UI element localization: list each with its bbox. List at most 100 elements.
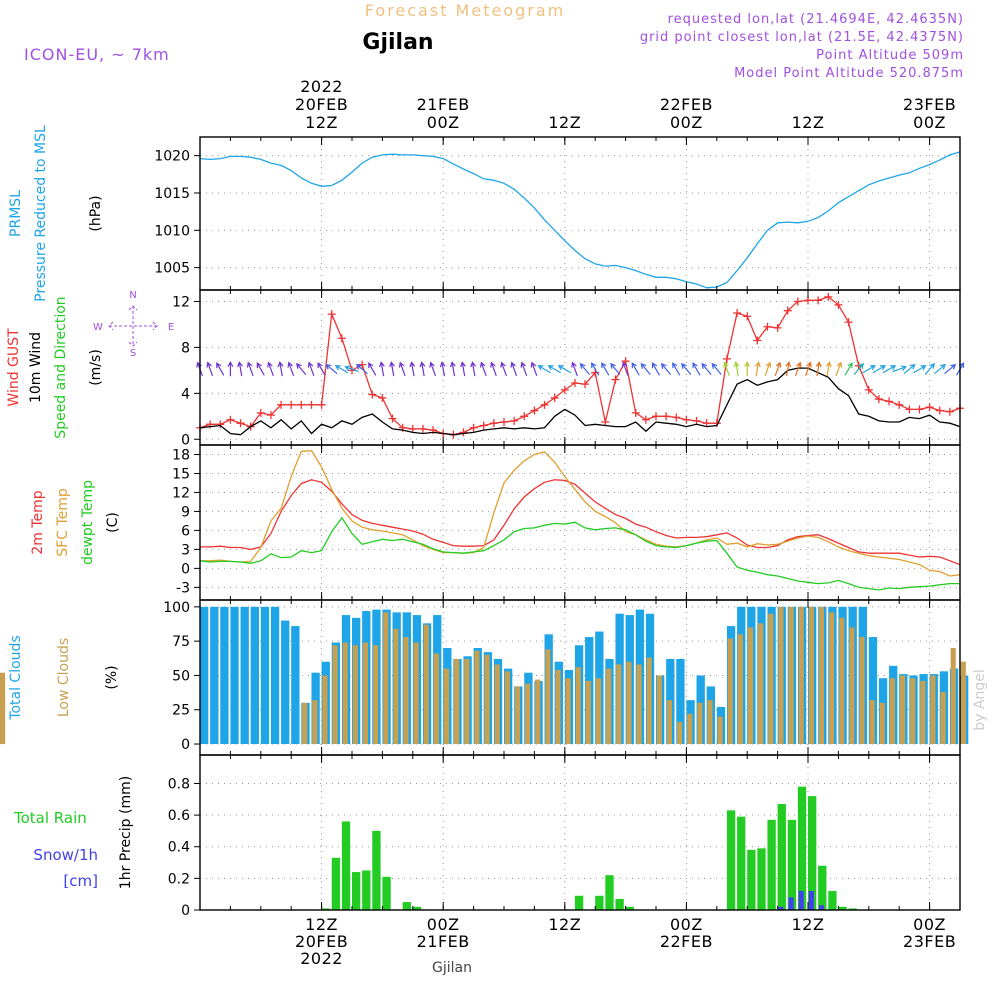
wind-direction-arrow [785,361,792,377]
wind-direction-arrow [490,361,497,377]
clouds-bar-total-clouds [270,606,280,745]
wind-direction-arrow [892,365,907,373]
wind-point-gust [763,322,772,331]
pressure-panel [194,136,961,291]
bottom-time-label: 23FEB [903,932,956,951]
wind-point-gust [479,421,488,430]
precip-bar-rain [402,902,411,910]
wind-direction-arrow [723,361,730,377]
wind-direction-arrow [389,361,395,377]
wind-direction-arrow [591,362,600,376]
wind-ytick-label: 0 [181,432,190,448]
precip-bar-rain [412,906,422,910]
chart-title: Forecast Meteogram [365,1,565,20]
clouds-bar-low-clouds [342,642,348,745]
compass-rose [108,305,158,347]
clouds-bar-low-clouds [464,658,470,745]
clouds-bar-low-clouds [322,675,328,745]
wind-direction-arrow [733,361,740,377]
wind-direction-arrow [711,362,722,375]
wind-direction-arrow [621,361,629,377]
temp-ytick-label: 3 [181,542,190,558]
wind-ylabel: Wind GUST [6,328,22,407]
pressure-ylabel: (hPa) [88,195,104,231]
wind-direction-arrow [805,361,812,377]
wind-point-gust [733,308,742,317]
wind-point-gust [469,423,478,432]
clouds-bar-low-clouds [454,658,460,745]
precip-bar-rain [341,821,351,910]
precip-ytick-label: 0.6 [168,808,190,824]
wind-direction-arrow [547,365,562,374]
precip-bar-rain [757,848,766,910]
clouds-bar-low-clouds [798,606,804,745]
clouds-bar-low-clouds [930,675,936,745]
wind-direction-arrow [409,361,416,377]
clouds-panel [0,599,969,756]
clouds-ytick-label: 100 [163,600,190,616]
wind-point-gust [226,415,235,424]
precip-bar-rain [331,857,341,910]
bottom-time-label: 12Z [548,915,581,934]
wind-point-gust [702,419,711,428]
clouds-ylabel: Low Clouds [56,638,72,717]
clouds-bar-low-clouds [383,612,389,745]
wind-point-gust [297,400,306,409]
wind-direction-arrow [287,361,295,377]
temp-ylabel: SFC Temp [55,488,71,557]
wind-direction-arrow [872,365,887,374]
wind-point-gust [915,405,924,414]
clouds-bar-total-clouds [676,658,685,745]
bottom-time-label: 00Z [913,915,946,934]
clouds-bar-low-clouds [636,664,642,745]
top-time-label: 00Z [427,113,460,132]
wind-direction-arrow [744,360,751,377]
top-time-label: 00Z [913,113,946,132]
precip-bar-rain [352,872,361,910]
wind-direction-arrow [672,362,681,376]
wind-direction-arrow [419,361,426,377]
top-time-label: 12Z [792,113,825,132]
wind-frame [199,289,961,446]
wind-direction-arrow [862,365,876,374]
precip-bar-rain [808,796,817,910]
wind-line-wind [199,367,961,436]
clouds-bar-total-clouds [230,606,239,745]
clouds-bar-low-clouds [818,606,825,745]
precip-bar-snow [778,906,784,910]
wind-direction-arrow [701,362,712,375]
wind-ytick-label: 4 [181,386,190,402]
precip-legend-2: [cm] [63,872,98,890]
wind-point-gust [256,408,265,417]
clouds-bar-low-clouds [373,645,379,745]
temp-panel [194,444,961,601]
wind-point-gust [844,318,853,327]
clouds-bar-low-clouds [596,678,602,745]
clouds-bar-low-clouds [727,638,733,745]
precip-bar-rain [838,906,847,910]
clouds-bar-low-clouds [839,617,845,745]
top-time-label: 21FEB [417,95,470,114]
temp-frame [199,444,961,601]
bottom-time-label: 21FEB [417,932,470,951]
model-label: ICON-EU, ~ 7km [24,45,170,64]
precip-bar-rain [787,819,797,910]
pressure-ytick-label: 1005 [154,261,190,277]
clouds-bar-low-clouds [474,650,480,745]
wind-point-gust [631,408,640,417]
wind-point-gust [773,323,782,332]
wind-point-gust [722,354,731,363]
wind-point-gust [236,419,245,428]
precip-bar-snow [798,891,804,910]
precip-bar-rain [595,895,604,910]
clouds-bar-low-clouds [535,679,541,745]
wind-direction-arrow [933,363,947,375]
clouds-bar-low-clouds [808,606,814,745]
clouds-bar-low-clouds [332,645,338,745]
wind-point-gust [277,400,286,409]
wind-ylabel: 10m Wind [28,332,44,403]
pressure-ytick-label: 1020 [154,149,190,165]
clouds-bar-total-clouds [240,606,249,745]
bottom-time-label: 00Z [670,915,703,934]
wind-direction-arrow [510,361,518,377]
